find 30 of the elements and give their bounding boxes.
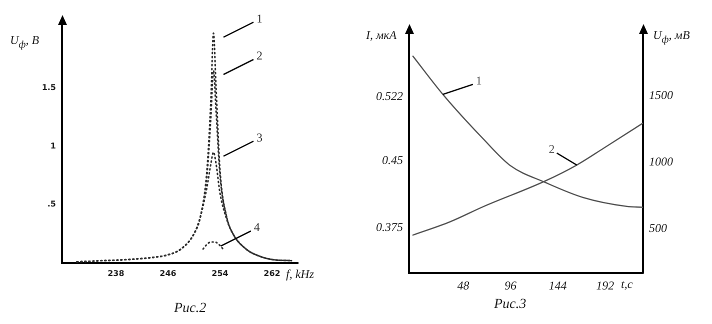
x-tick-label: 96 bbox=[504, 278, 516, 292]
y-tick-label: 0.522 bbox=[376, 89, 403, 104]
series-label: 2 bbox=[548, 142, 555, 156]
y2-tick-label: 1500 bbox=[649, 88, 673, 102]
x-tick-label: 246 bbox=[160, 268, 177, 278]
text: 1 bbox=[476, 74, 482, 88]
text: 2 bbox=[256, 48, 262, 63]
y-tick-label: 0.375 bbox=[376, 220, 403, 234]
x-tick-label: 262 bbox=[264, 268, 280, 278]
y-axis-title: I, мкА bbox=[366, 28, 397, 43]
x-tick-label: 254 bbox=[212, 268, 229, 278]
text: Рис.2 bbox=[174, 301, 206, 317]
text: 3 bbox=[256, 130, 262, 144]
y-axis-title: U$_{ф}$, В bbox=[10, 33, 40, 50]
text: 4 bbox=[254, 220, 260, 234]
x-tick-label: 48 bbox=[457, 278, 470, 292]
x-axis-title: t,c bbox=[621, 277, 633, 292]
x-axis-title: f, kHz bbox=[286, 267, 314, 282]
y-tick-label: 0.45 bbox=[382, 153, 403, 168]
x-tick-label: 144 bbox=[548, 278, 567, 292]
y-tick-label: 1.5 bbox=[42, 83, 56, 92]
y-tick-label: 1 bbox=[50, 141, 56, 150]
x-tick-label: 192 bbox=[596, 278, 614, 292]
text: 1 bbox=[256, 11, 262, 26]
y2-tick-label: 1000 bbox=[649, 154, 673, 169]
x-tick-label: 238 bbox=[108, 268, 125, 278]
text: Рис.3 bbox=[494, 297, 526, 313]
y2-axis-title: U$_{ф}$, мВ bbox=[653, 28, 690, 46]
y-tick-label: .5 bbox=[47, 200, 56, 209]
y2-tick-label: 500 bbox=[649, 221, 667, 236]
